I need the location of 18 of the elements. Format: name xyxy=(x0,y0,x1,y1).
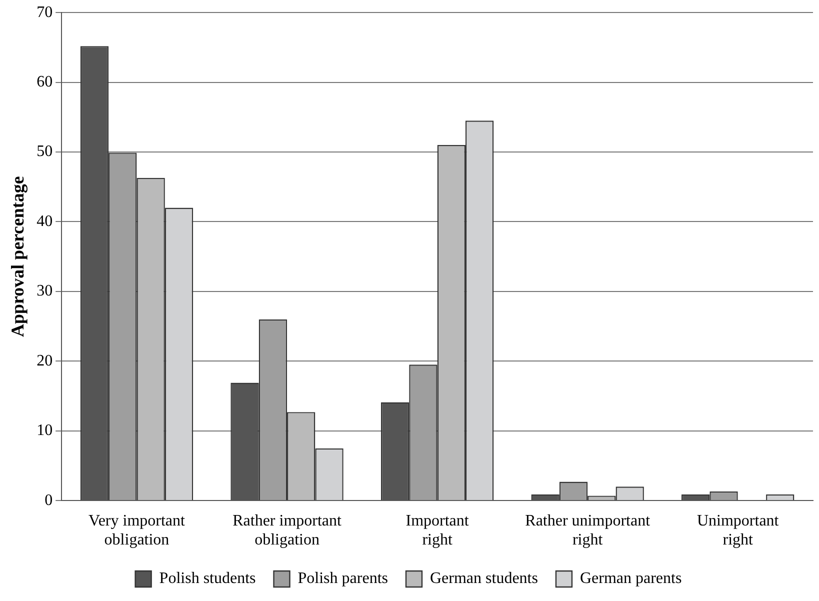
x-tick-label: Very important obligation xyxy=(88,512,186,549)
y-tick-label: 60 xyxy=(36,74,53,91)
legend-label: German students xyxy=(430,570,538,588)
legend-label: Polish parents xyxy=(298,570,388,588)
y-tick-label: 10 xyxy=(36,422,53,440)
y-tick-label: 30 xyxy=(36,282,53,300)
x-tick-label: Important right xyxy=(406,512,470,549)
legend-label: Polish students xyxy=(159,570,256,588)
y-axis-title: Approval percentage xyxy=(7,176,28,338)
y-tick-label: 0 xyxy=(44,492,53,509)
x-tick-label: Rather unimportant right xyxy=(525,512,651,549)
y-tick-label: 40 xyxy=(36,212,53,230)
y-tick-label: 70 xyxy=(36,4,53,21)
y-tick-label: 50 xyxy=(36,143,53,160)
x-tick-label: Unimportant right xyxy=(696,512,780,549)
y-tick-label: 20 xyxy=(36,352,53,370)
legend-label: German parents xyxy=(580,570,682,588)
x-tick-label: Rather important obligation xyxy=(232,512,342,549)
